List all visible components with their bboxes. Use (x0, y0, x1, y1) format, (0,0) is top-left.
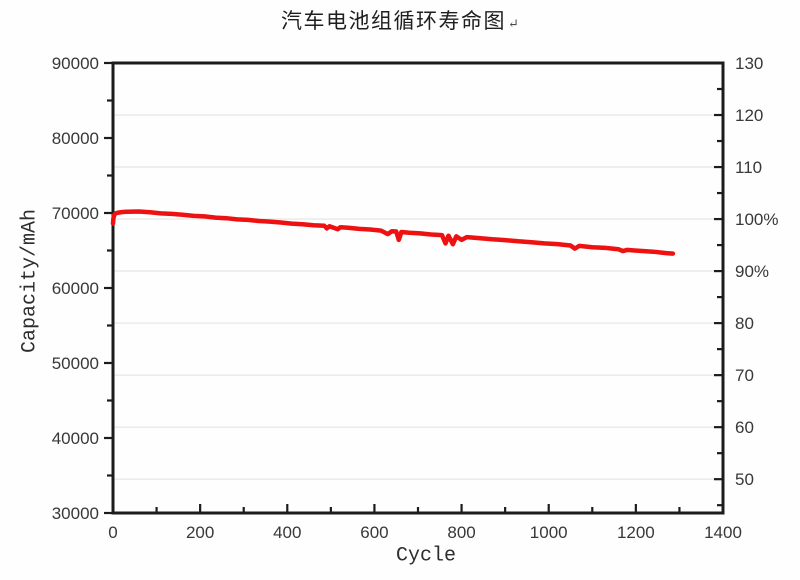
x-tick-label: 600 (360, 523, 388, 542)
x-tick-label: 200 (186, 523, 214, 542)
y-left-tick-label: 30000 (52, 504, 99, 523)
y-left-tick-label: 60000 (52, 279, 99, 298)
chart-title: 汽车电池组循环寿命图 ↵ (0, 5, 800, 35)
x-tick-label: 0 (108, 523, 117, 542)
x-tick-label: 400 (273, 523, 301, 542)
y-right-tick-label: 120 (735, 106, 763, 125)
y-right-tick-label: 110 (735, 158, 762, 177)
x-tick-label: 1200 (617, 523, 655, 542)
y-right-tick-label: 60 (735, 418, 754, 437)
x-tick-label: 1000 (530, 523, 568, 542)
paragraph-mark: ↵ (508, 17, 519, 32)
y-right-tick-label: 90% (735, 262, 769, 281)
y-left-tick-label: 40000 (52, 429, 99, 448)
x-tick-label: 800 (447, 523, 475, 542)
y-right-tick-label: 80 (735, 314, 754, 333)
y-right-tick-label: 50 (735, 470, 754, 489)
y-left-tick-label: 50000 (52, 354, 99, 373)
capacity-curve (110, 209, 676, 256)
y-right-tick-label: 130 (735, 54, 763, 73)
y-left-tick-label: 80000 (52, 129, 99, 148)
x-axis-title: Cycle (395, 544, 457, 568)
y-right-tick-label: 70 (735, 366, 754, 385)
x-tick-label: 1400 (704, 523, 742, 542)
plot-frame (111, 61, 725, 515)
y-left-tick-label: 90000 (52, 54, 99, 73)
y-left-tick-label: 70000 (52, 204, 99, 223)
y-right-tick-label: 100% (735, 210, 778, 229)
chart-title-text: 汽车电池组循环寿命图 (281, 9, 507, 33)
